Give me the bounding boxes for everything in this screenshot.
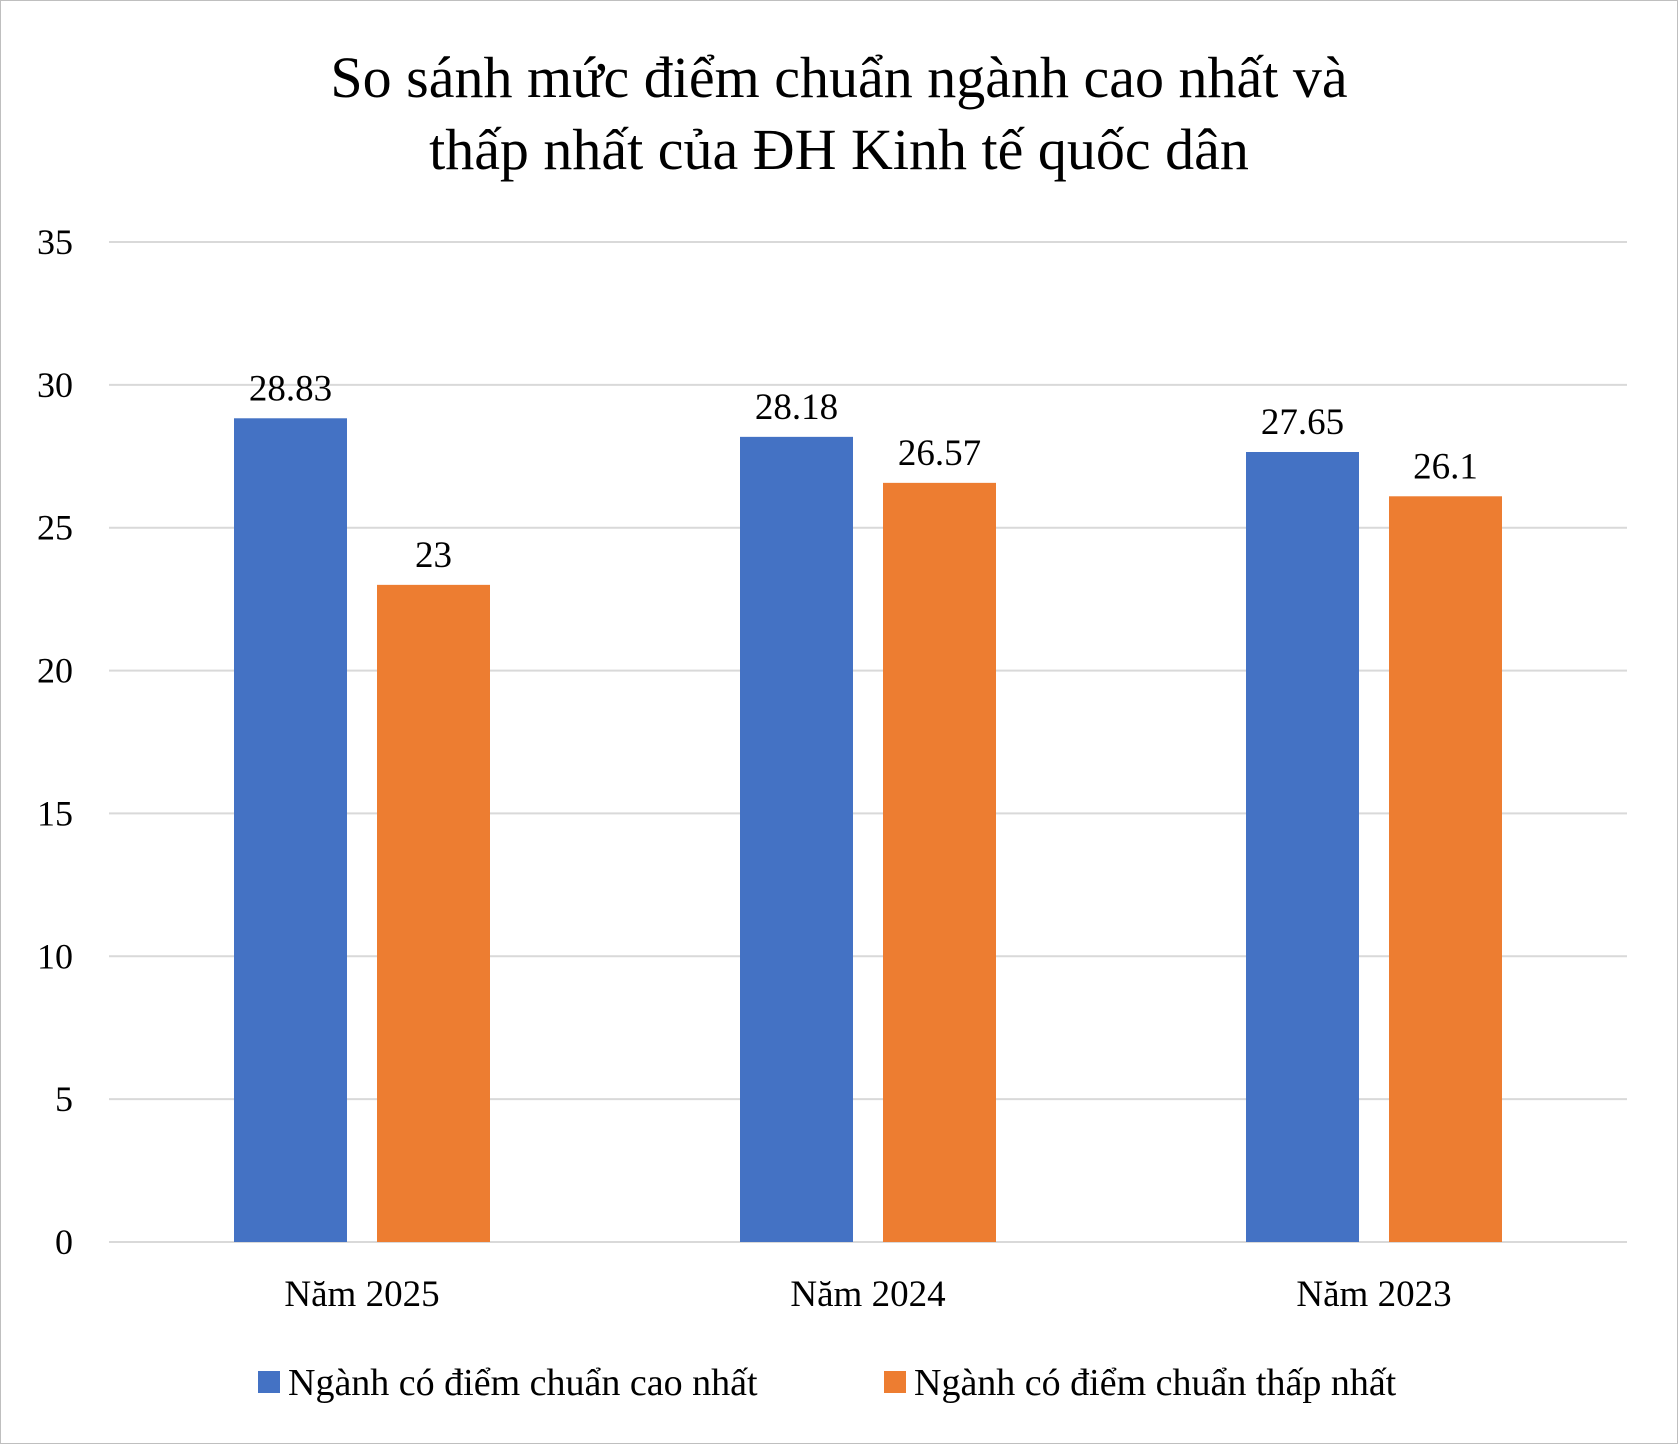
- data-label-highest-1: 28.18: [755, 387, 838, 428]
- y-tick-label-0: 0: [55, 1222, 73, 1262]
- chart-title: So sánh mức điểm chuẩn ngành cao nhất và…: [330, 45, 1347, 182]
- y-tick-label-4: 20: [37, 651, 73, 691]
- data-label-lowest-2: 26.1: [1413, 446, 1478, 487]
- gridlines: [109, 241, 1627, 1243]
- y-tick-label-7: 35: [37, 222, 73, 262]
- legend-label-0: Ngành có điểm chuẩn cao nhất: [288, 1362, 758, 1404]
- legend-swatch-1: [884, 1371, 906, 1393]
- data-label-highest-0: 28.83: [249, 368, 332, 409]
- bar-lowest-2: [1389, 496, 1502, 1242]
- x-category-label-1: Năm 2024: [790, 1274, 945, 1315]
- y-tick-label-5: 25: [37, 508, 73, 548]
- y-tick-label-2: 10: [37, 936, 73, 976]
- bar-lowest-1: [883, 482, 996, 1242]
- data-label-lowest-1: 26.57: [898, 433, 981, 474]
- data-labels: 28.83 23 28.18 26.57 27.65 26.1: [249, 368, 1478, 576]
- x-category-label-0: Năm 2025: [284, 1274, 439, 1315]
- bar-highest-0: [234, 418, 347, 1242]
- legend-label-1: Ngành có điểm chuẩn thấp nhất: [914, 1362, 1397, 1404]
- chart-title-line-1: So sánh mức điểm chuẩn ngành cao nhất và: [330, 45, 1347, 110]
- y-tick-label-3: 15: [37, 793, 73, 833]
- y-axis-tick-labels: 0 5 10 15 20 25 30 35: [37, 222, 73, 1262]
- legend-swatch-0: [258, 1371, 280, 1393]
- chart-title-line-2: thấp nhất của ĐH Kinh tế quốc dân: [429, 117, 1249, 182]
- bar-lowest-0: [377, 584, 490, 1242]
- data-label-lowest-0: 23: [415, 535, 452, 576]
- data-label-highest-2: 27.65: [1261, 402, 1344, 443]
- bar-series: [234, 418, 1502, 1242]
- x-axis-category-labels: Năm 2025 Năm 2024 Năm 2023: [284, 1274, 1451, 1315]
- y-tick-label-1: 5: [55, 1079, 73, 1119]
- bar-highest-1: [740, 436, 853, 1242]
- legend: Ngành có điểm chuẩn cao nhất Ngành có điể…: [258, 1362, 1397, 1404]
- y-tick-label-6: 30: [37, 365, 73, 405]
- x-category-label-2: Năm 2023: [1296, 1274, 1451, 1315]
- bar-highest-2: [1246, 452, 1359, 1242]
